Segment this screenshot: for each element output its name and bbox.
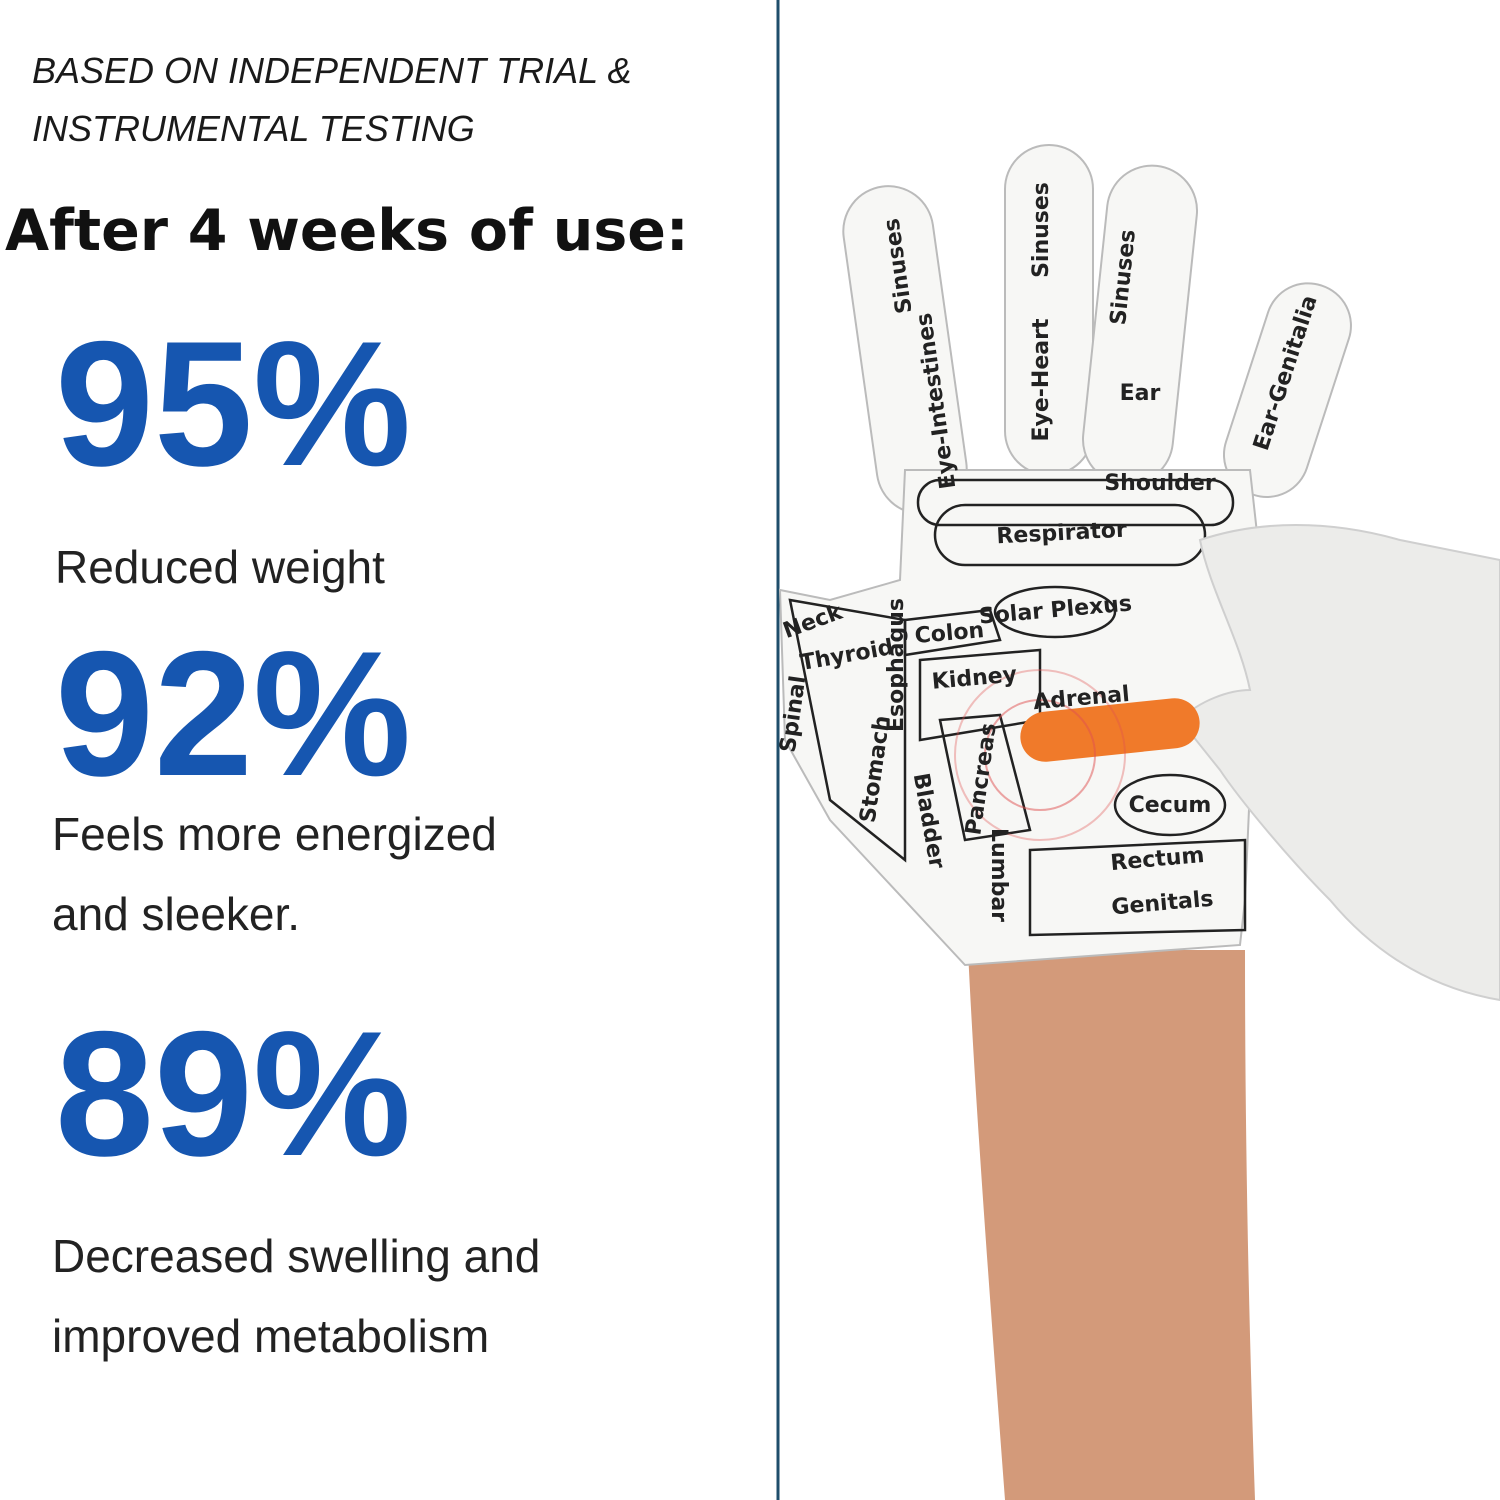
stat-text: Feels more energized <box>52 808 497 860</box>
note-line: BASED ON INDEPENDENT TRIAL & <box>32 50 631 91</box>
glove-label: Eye-Heart <box>1029 318 1054 441</box>
glow-ring <box>954 669 1126 841</box>
stat-text: improved metabolism <box>52 1310 489 1362</box>
massage-tool <box>1020 698 1200 762</box>
stat-value: 92% <box>55 614 411 813</box>
arm <box>968 950 1255 1500</box>
glove-label: Esophagus <box>884 598 909 732</box>
glow-ring <box>984 699 1096 811</box>
stat-value: 89% <box>55 994 411 1193</box>
stat-value: 95% <box>55 304 411 503</box>
glove-label: Shoulder <box>1104 471 1215 496</box>
note-line: INSTRUMENTAL TESTING <box>32 108 475 149</box>
stats: 95% Reduced weight 92%Feels more energized… <box>52 304 540 1362</box>
glove-label: Ear <box>1120 381 1161 406</box>
stat-text: Reduced weight <box>55 541 385 593</box>
glove-label: Cecum <box>1129 793 1212 818</box>
stat-text: and sleeker. <box>52 888 300 940</box>
helper-glove <box>1178 524 1500 1002</box>
glove-label: Lumbar <box>986 828 1011 922</box>
glove-label: Sinuses <box>1029 182 1054 278</box>
stat-text: Decreased swelling and <box>52 1230 540 1282</box>
glove <box>778 144 1352 967</box>
glove-zones <box>788 478 1247 937</box>
glove-label: Colon <box>914 618 985 649</box>
headline: After 4 weeks of use: <box>5 198 689 264</box>
